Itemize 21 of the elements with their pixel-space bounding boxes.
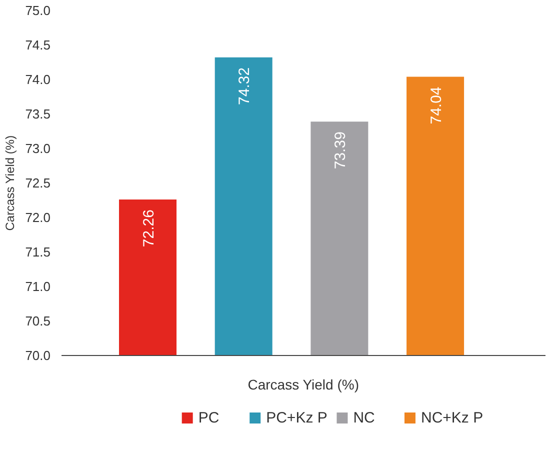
y-tick-label: 70.0 [25,348,51,363]
data-label: 74.32 [236,67,254,105]
y-tick-label: 75.0 [25,3,51,18]
y-tick-label: 74.5 [25,38,51,52]
y-tick-label: 71.0 [25,279,51,294]
y-tick-label: 74.0 [25,72,51,87]
y-tick-label: 70.5 [25,314,51,328]
legend-label: NC+Kz P [420,410,484,426]
data-label: 74.04 [428,86,445,124]
y-tick-label: 73.5 [25,106,51,122]
data-label: 72.26 [140,210,158,248]
y-tick-label: 73.0 [25,141,51,156]
y-tick-label: 72.5 [25,176,51,190]
legend-label: PC [198,410,220,426]
legend-label: NC [353,410,376,426]
y-tick-label: 72.0 [25,210,51,225]
data-label: 73.39 [332,132,349,170]
x-axis-title: Carcass Yield (%) [248,376,360,392]
y-tick-label: 71.5 [25,244,51,260]
y-axis-title: Carcass Yield (%) [3,135,18,231]
legend-label: PC+Kz P [266,410,328,426]
